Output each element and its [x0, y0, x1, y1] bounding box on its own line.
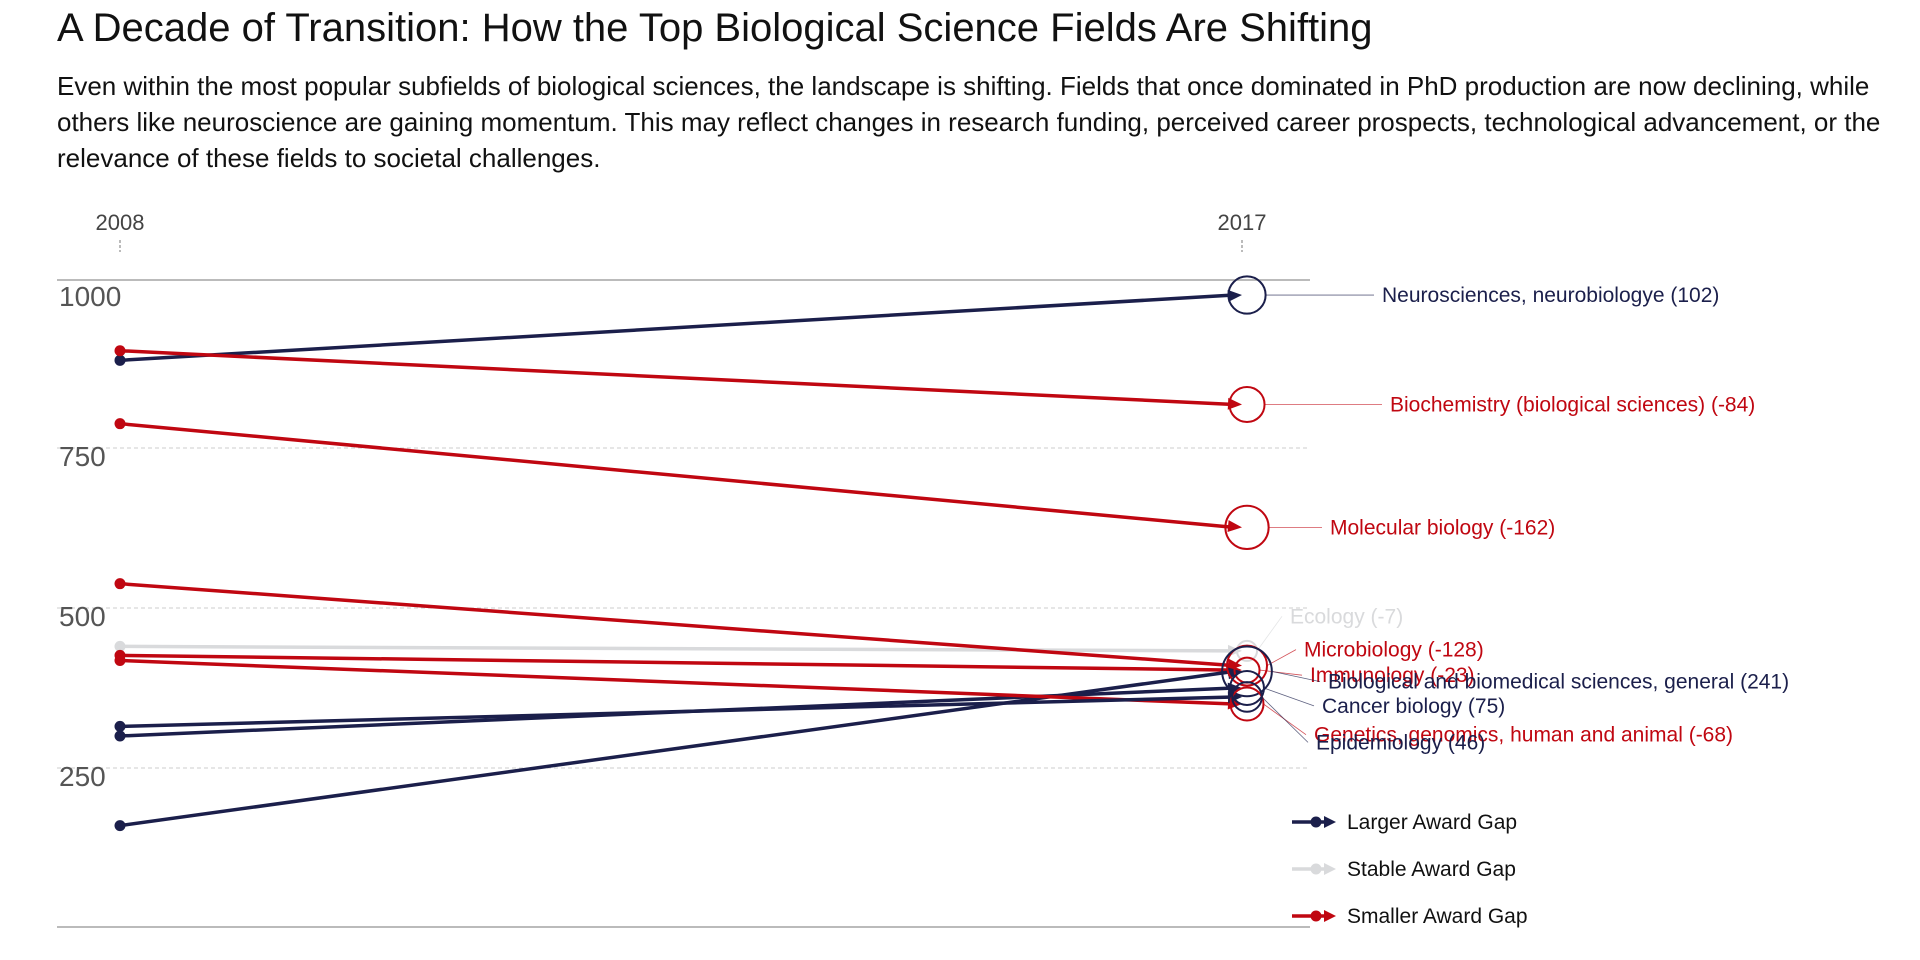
series-line-microbiology — [119, 581, 1235, 668]
series-line-ecology — [119, 644, 1235, 653]
x-tick-label-2017: 2017 — [1218, 210, 1267, 235]
point-2008-neurosciences-neurobiologye — [114, 354, 126, 366]
end-label-cancer-biology: Cancer biology (75) — [1322, 695, 1505, 718]
leader-line-immunology — [1259, 669, 1303, 676]
legend-label-stable: Stable Award Gap — [1347, 858, 1516, 881]
y-tick-label-500: 500 — [59, 601, 106, 632]
y-tick-label-1000: 1000 — [59, 281, 121, 312]
point-2008-genetics-genomics-human-and-animal — [114, 654, 126, 666]
arrow-2017-molecular-biology — [1227, 520, 1242, 533]
end-label-neurosciences-neurobiologye: Neurosciences, neurobiologye (102) — [1382, 284, 1719, 307]
legend-label-smaller: Smaller Award Gap — [1347, 905, 1528, 928]
series-line-molecular-biology — [119, 421, 1235, 530]
arrow-2017-biochemistry-biological-sciences — [1227, 397, 1242, 410]
point-2008-microbiology — [114, 578, 126, 590]
point-2008-ecology — [114, 640, 126, 652]
legend-label-larger: Larger Award Gap — [1347, 811, 1517, 834]
chart-title: A Decade of Transition: How the Top Biol… — [57, 6, 1373, 50]
legend-point-larger — [1310, 816, 1322, 828]
legend-point-smaller — [1310, 910, 1322, 922]
chart-subtitle: Even within the most popular subfields o… — [57, 71, 1881, 173]
leader-line-biological-and-biomedical-sciences-general — [1271, 670, 1321, 682]
series-line-neurosciences-neurobiologye — [119, 293, 1235, 363]
legend-arrow-larger — [1324, 816, 1336, 828]
leader-line-microbiology — [1266, 649, 1297, 666]
series-line-biochemistry-biological-sciences — [119, 348, 1235, 407]
leader-line-epidemiology — [1261, 696, 1309, 743]
point-2008-epidemiology — [114, 720, 126, 732]
series-line-immunology — [119, 653, 1235, 672]
y-tick-label-250: 250 — [59, 761, 106, 792]
change-circle-cancer-biology — [1229, 670, 1265, 706]
legend-point-stable — [1310, 863, 1322, 875]
point-2008-biochemistry-biological-sciences — [114, 345, 126, 357]
end-label-microbiology: Microbiology (-128) — [1304, 639, 1484, 662]
leader-line-cancer-biology — [1263, 687, 1315, 707]
end-label-biological-and-biomedical-sciences-general: Biological and biomedical sciences, gene… — [1328, 671, 1789, 694]
end-label-epidemiology: Epidemiology (46) — [1316, 731, 1485, 754]
y-tick-label-750: 750 — [59, 441, 106, 472]
leader-line-ecology — [1256, 616, 1283, 652]
point-2008-biological-and-biomedical-sciences-general — [114, 820, 126, 832]
end-label-ecology: Ecology (-7) — [1290, 605, 1403, 628]
x-tick-label-2008: 2008 — [96, 210, 145, 235]
point-2008-molecular-biology — [114, 418, 126, 430]
series-line-epidemiology — [119, 695, 1235, 729]
legend-arrow-stable — [1324, 863, 1336, 875]
end-label-molecular-biology: Molecular biology (-162) — [1330, 516, 1555, 539]
arrow-2017-neurosciences-neurobiologye — [1227, 289, 1242, 302]
legend-arrow-smaller — [1324, 910, 1336, 922]
point-2008-cancer-biology — [114, 730, 126, 742]
series-line-genetics-genomics-human-and-animal — [119, 658, 1235, 706]
end-label-immunology: Immunology (-23) — [1310, 664, 1475, 687]
end-label-genetics-genomics-human-and-animal: Genetics, genomics, human and animal (-6… — [1314, 724, 1733, 747]
end-label-biochemistry-biological-sciences: Biochemistry (biological sciences) (-84) — [1390, 393, 1755, 416]
